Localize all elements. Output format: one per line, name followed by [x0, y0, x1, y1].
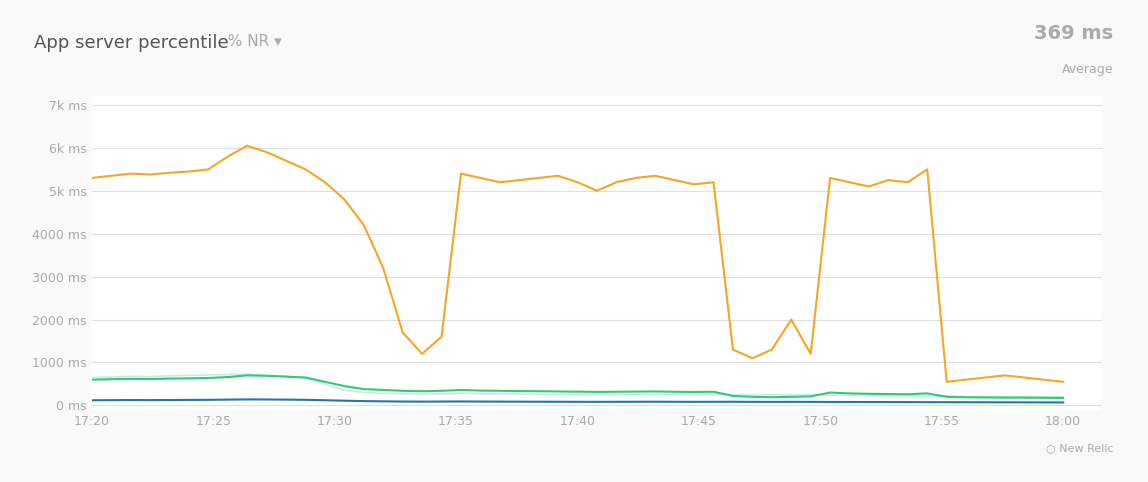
Text: % NR ▾: % NR ▾: [218, 34, 282, 49]
Text: Average: Average: [1062, 63, 1114, 76]
Text: ○ New Relic: ○ New Relic: [1046, 443, 1114, 453]
Text: 369 ms: 369 ms: [1034, 24, 1114, 43]
Text: App server percentile: App server percentile: [34, 34, 230, 52]
